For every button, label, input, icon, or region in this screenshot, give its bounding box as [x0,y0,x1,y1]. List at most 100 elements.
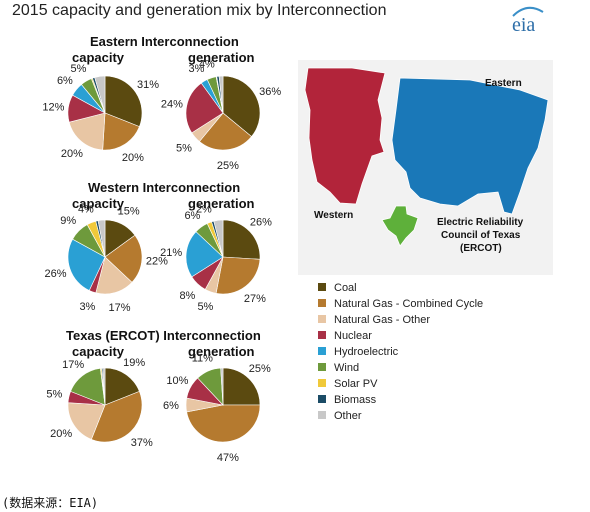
pie-label-eastern-capacity-3: 12% [42,102,64,114]
pie-eastern-generation: 36% 25% 5% 24% 3%4% [161,59,281,172]
pie-slice-eastern-generation-natural-gas-combined-cycle [198,112,252,151]
pie-slice-texas-capacity-natural-gas-combined-cycle [90,390,143,443]
pie-label-eastern-capacity-4: 6% [57,75,73,87]
legend-label-8: Other [334,410,362,422]
pie-slice-eastern-generation-coal [222,75,261,138]
pie-label-western-generation-2: 5% [197,301,213,313]
pie-label-texas-capacity-4: 17% [62,359,84,371]
pie-slice-western-capacity-natural-gas-combined-cycle [104,234,143,283]
section-title-western: Western Interconnection [88,180,240,195]
pie-label-western-capacity-2: 17% [108,302,130,314]
pie-slice-eastern-capacity-natural-gas-other [68,112,106,151]
col-head-eastern-capacity: capacity [72,50,125,65]
legend-swatch-7 [318,395,326,403]
map-label-eastern: Eastern [485,78,522,89]
pie-charts: 31%20%20%12%6%5%36%25%5%24%3%4%15%22%17%… [42,59,281,464]
chart-title: 2015 capacity and generation mix by Inte… [12,2,387,19]
pie-texas-generation: 25% 47% 6% 10% 11% [163,352,271,464]
map-label-ercot-2: Council of Texas [441,230,521,241]
legend-swatch-6 [318,379,326,387]
pie-slice-western-generation-natural-gas-combined-cycle [215,256,261,295]
map-label-western: Western [314,210,353,221]
pie-slice-texas-capacity-coal [104,367,140,406]
pie-label-western-capacity-6: 4% [78,204,94,216]
pie-label-eastern-generation-1: 25% [217,160,239,172]
source-note: (数据来源：EIA) [2,496,99,510]
pie-label-eastern-generation-3: 24% [161,98,183,110]
map-label-ercot-1: Electric Reliability [437,217,524,228]
pie-label-eastern-capacity-5: 5% [71,63,87,75]
legend-label-4: Hydroelectric [334,346,399,358]
pie-eastern-capacity: 31% 20% 20% 12% 6%5% [42,63,159,164]
pie-label-western-generation-1: 27% [244,293,266,305]
legend-swatch-1 [318,299,326,307]
col-head-eastern-generation: generation [188,50,255,65]
pie-label-texas-generation-1: 47% [217,452,239,464]
eia-logo: eia [512,6,544,34]
pie-label-western-capacity-1: 22% [146,255,168,267]
pie-slice-texas-generation-natural-gas-combined-cycle [186,404,261,443]
pie-slice-eastern-generation-other [218,75,224,114]
legend-label-0: Coal [334,282,357,294]
pie-slice-texas-capacity-natural-gas-other [67,402,106,440]
col-head-western-generation: generation [188,196,255,211]
pie-slice-eastern-capacity-other [94,75,106,114]
legend-label-2: Natural Gas - Other [334,314,430,326]
pie-label-texas-capacity-1: 37% [131,437,153,449]
pie-label-western-generation-6: 2% [196,204,212,216]
pie-western-generation: 26% 27% 5%8% 21% 6%2% [160,204,272,313]
pie-label-eastern-capacity-0: 31% [137,79,159,91]
pie-label-western-capacity-5: 9% [60,215,76,227]
col-head-texas-capacity: capacity [72,344,125,359]
pie-slice-texas-generation-coal [222,367,261,406]
pie-label-eastern-capacity-2: 20% [61,148,83,160]
legend-swatch-0 [318,283,326,291]
pie-slice-western-generation-coal [222,219,261,260]
pie-slice-western-generation-other [213,219,224,258]
pie-label-western-generation-3: 8% [179,290,195,302]
legend-swatch-8 [318,411,326,419]
pie-western-capacity: 15% 22% 17% 3% 26% 9%4% [44,204,168,314]
map-label-ercot-3: (ERCOT) [460,243,502,254]
pie-label-western-capacity-4: 26% [44,268,66,280]
section-title-texas: Texas (ERCOT) Interconnection [66,328,261,343]
pie-slice-eastern-capacity-coal [104,75,143,128]
legend-swatch-2 [318,315,326,323]
pie-label-eastern-generation-2: 5% [176,142,192,154]
map-eastern-region [391,77,549,215]
pie-slice-texas-capacity-other [102,367,106,406]
map-western-region [304,67,386,205]
pie-label-western-capacity-0: 15% [118,206,140,218]
legend-label-1: Natural Gas - Combined Cycle [334,298,483,310]
main-figure: Eastern Interconnection capacity generat… [42,34,553,464]
pie-slice-western-generation-hydroelectric [185,231,224,278]
pie-slice-eastern-capacity-natural-gas-combined-cycle [102,112,140,151]
legend-label-5: Wind [334,362,359,374]
legend-swatch-5 [318,363,326,371]
pie-label-texas-generation-4: 11% [192,352,213,364]
us-map: Eastern Western Electric Reliability Cou… [298,60,553,275]
pie-label-western-capacity-3: 3% [79,301,95,313]
pie-label-texas-capacity-3: 5% [46,389,62,401]
pie-label-eastern-generation-5: 4% [199,59,215,71]
pie-label-texas-generation-0: 25% [249,363,271,375]
pie-texas-capacity: 19% 37% 20% 5% 17% [46,357,153,449]
pie-label-texas-generation-2: 6% [163,400,179,412]
pie-slice-western-capacity-other [97,219,106,258]
pie-label-eastern-generation-4: 3% [189,63,205,75]
legend-label-3: Nuclear [334,330,372,342]
pie-label-western-generation-0: 26% [250,216,272,228]
legend-label-6: Solar PV [334,378,378,390]
pie-label-texas-generation-3: 10% [166,375,188,387]
pie-label-western-generation-5: 6% [184,210,200,222]
pie-slice-eastern-generation-nuclear [185,82,224,134]
pie-label-texas-capacity-0: 19% [123,357,145,369]
legend-swatch-4 [318,347,326,355]
col-head-texas-generation: generation [188,344,255,359]
map-ercot-region [381,205,419,247]
legend: Coal Natural Gas - Combined Cycle Natural … [318,282,483,422]
col-head-western-capacity: capacity [72,196,125,211]
legend-label-7: Biomass [334,394,377,406]
pie-label-western-generation-4: 21% [160,247,182,259]
pie-label-eastern-generation-0: 36% [259,86,281,98]
